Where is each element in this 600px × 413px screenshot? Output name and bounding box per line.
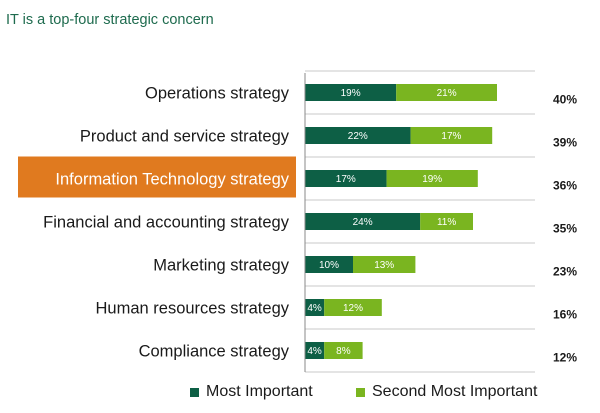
total-label-marketing-strategy: 23% (553, 265, 577, 279)
bars: 19% 21% 22% 17% 17% 19% 24% 11% 10% 13% 4% 12% 4% 8% (305, 84, 497, 359)
bar-chart: Operations strategy Product and service s… (18, 70, 577, 373)
total-label-product-and-service-strategy: 39% (553, 136, 577, 150)
bar-value-label: 13% (374, 260, 394, 271)
bar-value-label: 21% (437, 88, 457, 99)
bar-value-label: 8% (336, 346, 351, 357)
bar-second-most-important-human-resources-strategy (324, 299, 382, 316)
bar-value-label: 4% (307, 303, 322, 314)
legend-swatch-second-most-important (356, 387, 365, 397)
total-label-compliance-strategy: 12% (553, 351, 577, 365)
legend-swatch-most-important (190, 387, 199, 397)
bar-second-most-important-financial-and-accounting-strategy (420, 213, 473, 230)
bar-value-label: 4% (307, 346, 322, 357)
bar-value-label: 22% (348, 131, 368, 142)
bar-value-label: 24% (353, 217, 373, 228)
bar-value-label: 17% (336, 174, 356, 185)
bar-value-label: 17% (441, 131, 461, 142)
legend: Most Important Second Most Important (0, 383, 600, 409)
bar-value-label: 19% (341, 88, 361, 99)
total-label-operations-strategy: 40% (553, 93, 577, 107)
legend-label-most-important: Most Important (206, 383, 313, 400)
legend-item-most-important: Most Important (190, 383, 313, 401)
category-label-marketing-strategy: Marketing strategy (153, 257, 289, 275)
bar-second-most-important-information-technology-strategy (386, 170, 478, 187)
legend-label-second-most-important: Second Most Important (372, 383, 538, 400)
bar-most-important-operations-strategy (305, 84, 397, 101)
total-label-financial-and-accounting-strategy: 35% (553, 222, 577, 236)
bar-value-label: 12% (343, 303, 363, 314)
bar-second-most-important-compliance-strategy (324, 342, 363, 359)
category-label-human-resources-strategy: Human resources strategy (96, 300, 290, 318)
highlight-layer (18, 156, 296, 198)
bar-most-important-product-and-service-strategy (305, 127, 411, 144)
bar-value-label: 19% (422, 174, 442, 185)
category-label-compliance-strategy: Compliance strategy (139, 343, 290, 361)
bar-second-most-important-product-and-service-strategy (410, 127, 493, 144)
category-label-information-technology-strategy: Information Technology strategy (55, 171, 289, 189)
bar-most-important-information-technology-strategy (305, 170, 387, 187)
category-label-financial-and-accounting-strategy: Financial and accounting strategy (43, 214, 290, 232)
total-label-information-technology-strategy: 36% (553, 179, 577, 193)
bar-second-most-important-marketing-strategy (353, 256, 416, 273)
highlight-box (18, 156, 296, 198)
category-label-operations-strategy: Operations strategy (145, 85, 290, 103)
bar-second-most-important-operations-strategy (396, 84, 497, 101)
category-label-product-and-service-strategy: Product and service strategy (80, 128, 290, 146)
chart-title: IT is a top-four strategic concern (6, 12, 214, 28)
bar-most-important-compliance-strategy (305, 342, 325, 359)
gridlines (305, 70, 535, 373)
category-labels: Operations strategy Product and service s… (43, 85, 290, 361)
bar-most-important-human-resources-strategy (305, 299, 325, 316)
legend-item-second-most-important: Second Most Important (356, 383, 537, 401)
bar-most-important-financial-and-accounting-strategy (305, 213, 421, 230)
bar-most-important-marketing-strategy (305, 256, 353, 273)
total-label-human-resources-strategy: 16% (553, 308, 577, 322)
total-labels: 40% 39% 36% 35% 23% 16% 12% (553, 93, 577, 365)
bar-value-label: 10% (319, 260, 339, 271)
bar-value-label: 11% (437, 217, 456, 228)
